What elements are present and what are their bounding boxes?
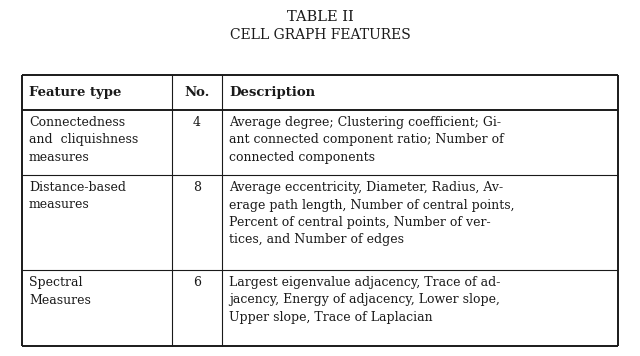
Text: 8: 8 — [193, 181, 201, 194]
Text: Connectedness
and  cliquishness
measures: Connectedness and cliquishness measures — [29, 116, 138, 164]
Text: CELL GRAPH FEATURES: CELL GRAPH FEATURES — [230, 28, 410, 42]
Text: Largest eigenvalue adjacency, Trace of ad-
jacency, Energy of adjacency, Lower s: Largest eigenvalue adjacency, Trace of a… — [229, 276, 500, 324]
Text: Average degree; Clustering coefficient; Gi-
ant connected component ratio; Numbe: Average degree; Clustering coefficient; … — [229, 116, 504, 164]
Text: No.: No. — [184, 86, 210, 99]
Text: 4: 4 — [193, 116, 201, 129]
Text: TABLE II: TABLE II — [287, 10, 353, 24]
Text: Feature type: Feature type — [29, 86, 122, 99]
Text: Description: Description — [229, 86, 315, 99]
Text: Average eccentricity, Diameter, Radius, Av-
erage path length, Number of central: Average eccentricity, Diameter, Radius, … — [229, 181, 515, 246]
Text: 6: 6 — [193, 276, 201, 289]
Text: Spectral
Measures: Spectral Measures — [29, 276, 91, 307]
Text: Distance-based
measures: Distance-based measures — [29, 181, 126, 211]
